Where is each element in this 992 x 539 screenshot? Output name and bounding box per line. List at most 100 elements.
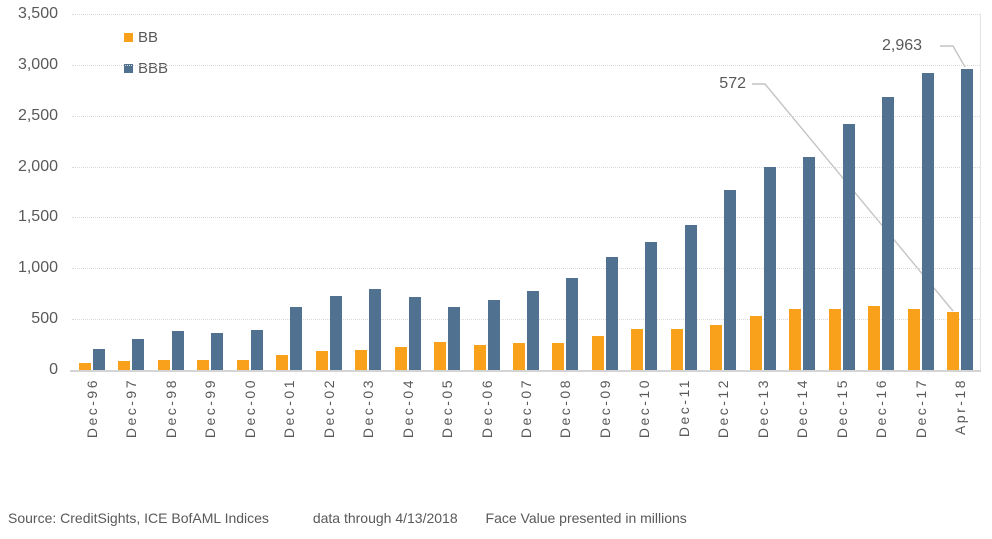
x-axis-label-dec-98: Dec-98 [162,378,179,439]
bar-bb-dec-00 [236,359,249,370]
x-axis-label-dec-17: Dec-17 [912,378,929,439]
bar-bb-dec-05 [434,341,447,370]
legend-item-bbb: BBB [124,58,168,78]
annotation-bbb-apr18-value: 2,963 [882,37,923,54]
y-gridline-1000 [72,268,980,270]
annotation-bb-apr18-value: 572 [719,75,746,92]
x-axis-label-apr-18: Apr-18 [952,378,969,436]
x-axis-label-dec-00: Dec-00 [241,378,258,439]
bar-bbb-dec-05 [448,307,461,370]
x-axis-label-dec-15: Dec-15 [833,378,850,439]
bar-bbb-apr-18 [961,68,974,370]
legend-item-bb: BB [124,27,168,47]
x-axis-label-dec-13: Dec-13 [754,378,771,439]
bar-bb-dec-10 [631,329,644,370]
bar-bbb-dec-02 [329,295,342,370]
bar-bb-dec-15 [828,309,841,370]
bar-bbb-dec-04 [408,296,421,370]
y-gridline-2000 [72,166,980,168]
x-axis-label-dec-03: Dec-03 [360,378,377,439]
x-axis-label-dec-09: Dec-09 [596,378,613,439]
bar-bb-dec-98 [157,360,170,370]
x-axis-label-dec-04: Dec-04 [399,378,416,439]
bar-bbb-dec-11 [684,224,697,370]
bar-bb-dec-11 [670,329,683,370]
x-axis-label-dec-97: Dec-97 [123,378,140,439]
bar-bb-dec-03 [355,350,368,370]
y-gridline-3500 [72,14,980,15]
bar-bb-dec-08 [552,343,565,370]
data-through-text: data through 4/13/2018 [312,510,458,526]
y-gridline-500 [72,319,980,321]
bar-bb-dec-09 [591,336,604,370]
source-text: Source: CreditSights, ICE BofAML Indices [8,510,269,526]
bar-bbb-dec-06 [487,299,500,370]
bar-bb-dec-06 [473,345,486,370]
x-axis-label-dec-16: Dec-16 [873,378,890,439]
bar-bb-apr-18 [947,311,960,370]
bar-bbb-dec-09 [605,257,618,370]
source-note: Source: CreditSights, ICE BofAML Indices… [8,510,687,526]
bar-bbb-dec-15 [842,123,855,370]
bar-bbb-dec-99 [211,333,224,370]
x-axis-label-dec-10: Dec-10 [636,378,653,439]
y-axis-tick-label: 1,000 [17,259,58,277]
bar-bbb-dec-96 [92,348,105,370]
bar-bb-dec-12 [710,325,723,370]
x-axis-label-dec-06: Dec-06 [478,378,495,439]
x-axis-label-dec-08: Dec-08 [557,378,574,439]
x-axis-line [70,370,981,372]
bar-bb-dec-97 [118,360,131,370]
y-gridline-3000 [72,64,980,66]
units-note-text: Face Value presented in millions [485,510,687,526]
bar-bb-dec-01 [276,354,289,370]
bar-bbb-dec-10 [645,242,658,370]
x-axis-label-dec-96: Dec-96 [83,378,100,439]
y-axis-tick-label: 2,500 [17,106,58,124]
plot-right-border [980,14,981,370]
bbb-legend-swatch-icon [124,63,133,73]
bar-bbb-dec-17 [921,72,934,370]
y-axis-tick-label: 2,000 [17,157,58,175]
y-gridline-2500 [72,115,980,117]
x-axis-label-dec-05: Dec-05 [439,378,456,439]
bar-bbb-dec-08 [566,278,579,370]
x-axis-label-dec-14: Dec-14 [794,378,811,439]
bar-bb-dec-02 [315,350,328,370]
x-axis-label-dec-01: Dec-01 [281,378,298,439]
x-axis-label-dec-07: Dec-07 [518,378,534,439]
bbb-legend-label: BBB [138,59,169,77]
bar-bbb-dec-16 [882,97,895,370]
x-axis-label-dec-11: Dec-11 [675,378,692,438]
bar-bb-dec-16 [868,305,881,370]
bar-bb-dec-14 [789,308,802,370]
y-gridline-1500 [72,217,980,219]
bar-bb-dec-17 [907,308,920,370]
bar-bbb-dec-01 [290,306,303,370]
bar-bbb-dec-00 [250,329,263,370]
bar-bb-dec-13 [749,315,762,370]
bar-bb-dec-99 [197,360,210,370]
bar-bb-dec-96 [78,362,91,370]
x-axis-label-dec-99: Dec-99 [202,378,219,439]
y-axis-tick-label: 500 [31,310,58,328]
bar-bbb-dec-97 [132,339,145,370]
y-axis-tick-label: 1,500 [17,208,58,226]
bar-bbb-dec-03 [369,289,382,370]
bar-bbb-dec-13 [763,166,776,370]
bar-bb-dec-04 [394,347,407,370]
bar-bbb-dec-12 [724,189,737,370]
y-axis-tick-label: 3,000 [17,55,58,73]
x-axis-label-dec-12: Dec-12 [715,378,732,439]
bar-bbb-dec-07 [527,290,539,370]
bar-bb-dec-07 [513,343,525,370]
y-axis-tick-label: 3,500 [17,5,58,22]
bb-legend-label: BB [138,28,159,46]
bar-bbb-dec-98 [171,330,184,370]
bar-bbb-dec-14 [803,157,816,370]
bb-legend-swatch-icon [124,32,133,42]
legend: BB BBB [124,27,168,89]
y-axis-tick-label: 0 [49,361,58,378]
